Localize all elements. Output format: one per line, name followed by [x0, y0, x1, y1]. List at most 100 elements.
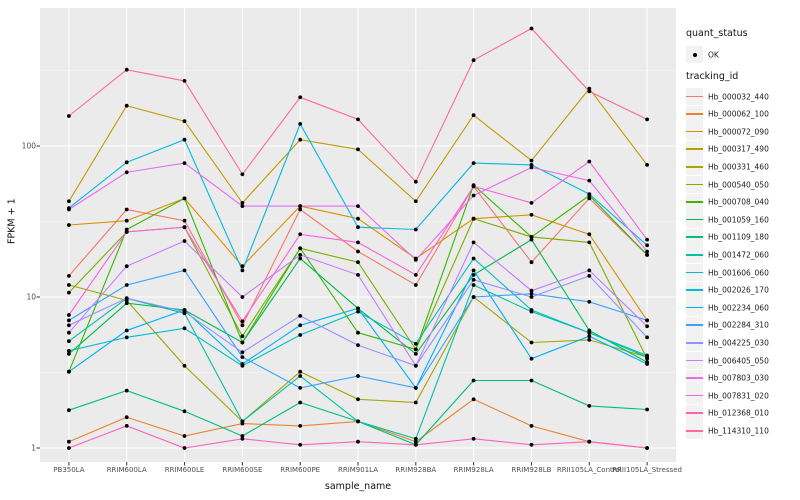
data-point [413, 352, 418, 356]
legend-item-label: Hb_002284_310 [708, 320, 769, 330]
data-point [471, 397, 476, 402]
data-point [529, 291, 534, 296]
data-point [240, 201, 245, 205]
legend-item-label: Hb_006405_050 [708, 356, 769, 366]
data-point [67, 348, 71, 353]
data-point [645, 243, 649, 248]
data-point [240, 355, 245, 359]
data-point [587, 159, 592, 164]
data-point [67, 323, 71, 328]
data-point [356, 309, 360, 314]
data-point [124, 264, 129, 269]
data-point [645, 237, 649, 242]
data-point [413, 442, 418, 447]
legend-item-label: Hb_114310_110 [708, 426, 769, 436]
legend-title-quant-status: quant_status [686, 28, 748, 39]
data-point [240, 268, 245, 273]
data-point [298, 323, 303, 328]
legend-line-icon [686, 394, 703, 397]
x-tick-label: RRII105LA_Control [556, 466, 622, 474]
data-point [124, 218, 129, 223]
y-axis-title: FPKM + 1 [6, 198, 18, 244]
data-point [240, 436, 245, 441]
data-point [240, 204, 245, 209]
data-point [124, 230, 129, 234]
legend-line-icon [686, 271, 703, 274]
legend-item-label: Hb_000032_440 [708, 92, 769, 102]
legend-line-icon [686, 130, 703, 133]
data-point [182, 218, 187, 223]
data-point [645, 353, 649, 358]
legend-key-swatch [686, 422, 703, 440]
data-point [587, 240, 592, 245]
legend-key-swatch [686, 352, 703, 369]
data-point [240, 350, 245, 355]
data-point [298, 314, 303, 318]
legend-key-swatch [686, 123, 703, 141]
legend-item-label: Hb_007831_020 [708, 391, 769, 401]
data-point [298, 400, 303, 405]
data-point [587, 274, 592, 278]
data-point [182, 268, 187, 273]
data-point [645, 318, 649, 323]
data-point [124, 283, 129, 287]
data-point [356, 117, 360, 122]
data-point [413, 258, 418, 262]
x-tick-label: RRIM600SE [222, 466, 263, 474]
data-point [182, 409, 187, 414]
x-tick-label: PB350LA [53, 466, 85, 474]
legend-key-swatch [686, 264, 703, 281]
data-point [645, 407, 649, 412]
data-point [124, 424, 129, 428]
data-point [471, 295, 476, 299]
data-point [471, 273, 476, 277]
data-point [356, 306, 360, 311]
data-point [298, 386, 303, 390]
legend-item-label: Hb_001059_160 [708, 215, 769, 225]
data-point [413, 199, 418, 204]
data-point [298, 122, 303, 126]
data-point [645, 249, 649, 254]
data-point [356, 343, 360, 347]
legend-line-icon [686, 412, 703, 415]
data-point [529, 340, 534, 345]
data-point [67, 439, 71, 444]
data-point [67, 290, 71, 295]
x-tick-label: RRIM928LA [453, 466, 494, 474]
legend-item-label: Hb_001109_180 [708, 232, 769, 242]
data-point [67, 199, 71, 204]
data-point [240, 295, 245, 299]
data-point [240, 264, 245, 269]
legend-key-swatch [686, 281, 703, 299]
ok-point-icon [692, 52, 697, 57]
data-point [471, 58, 476, 63]
data-point [645, 324, 649, 329]
data-point [67, 352, 71, 356]
x-axis-title: sample_name [324, 481, 392, 492]
data-point [240, 419, 245, 424]
legend-key-swatch [686, 176, 703, 193]
data-point [471, 283, 476, 287]
data-point [587, 196, 592, 201]
data-point [413, 179, 418, 184]
data-point [67, 446, 71, 450]
data-point [67, 369, 71, 374]
legend-line-icon [686, 148, 703, 151]
data-point [471, 378, 476, 383]
data-point [298, 442, 303, 447]
legend-line-icon [686, 377, 703, 379]
data-point [471, 161, 476, 166]
data-point [67, 114, 71, 118]
legend-line-icon [686, 183, 703, 186]
data-point [182, 161, 187, 166]
legend-key-swatch [686, 88, 703, 105]
data-point [356, 273, 360, 277]
data-point [182, 225, 187, 230]
data-point [587, 178, 592, 183]
legend-line-icon [686, 324, 703, 327]
data-point [587, 299, 592, 304]
data-point [182, 363, 187, 368]
data-point [67, 330, 71, 335]
data-point [124, 170, 129, 175]
data-point [182, 239, 187, 243]
